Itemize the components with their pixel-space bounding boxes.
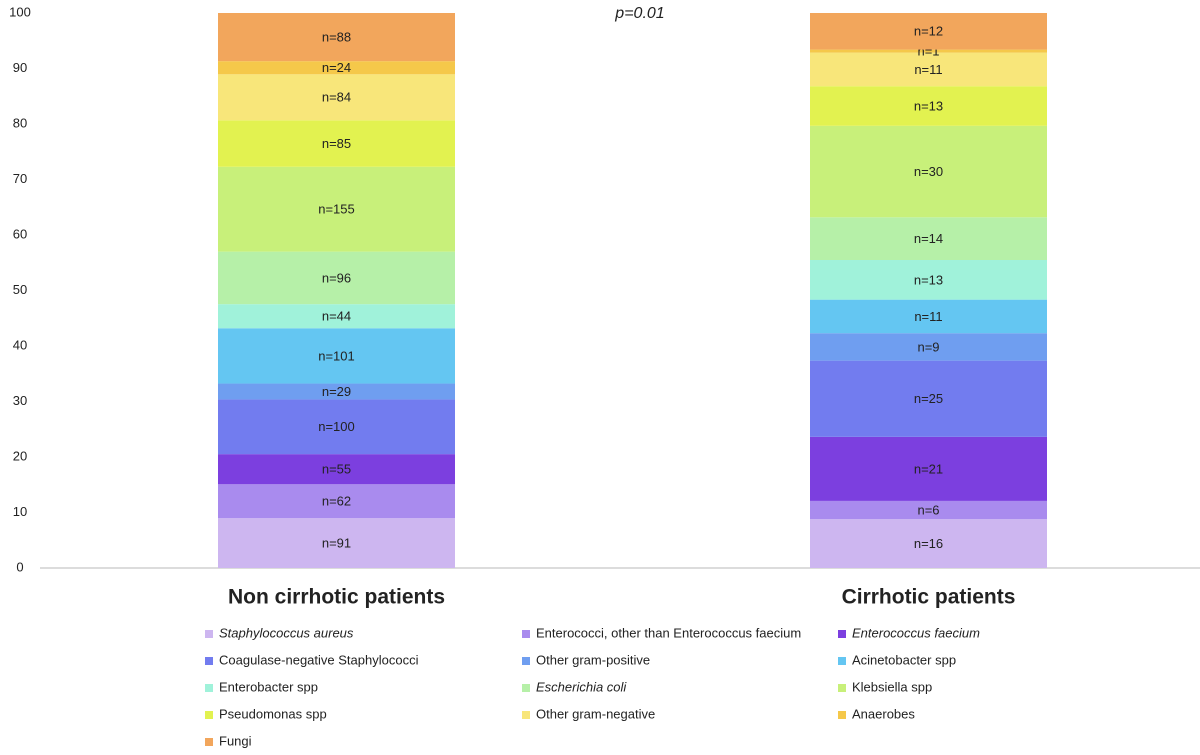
data-label: n=14 — [914, 231, 943, 246]
legend-label: Fungi — [219, 733, 252, 748]
legend-swatch — [838, 657, 846, 665]
legend-label: Escherichia coli — [536, 679, 627, 694]
legend-swatch — [522, 684, 530, 692]
bar-segment — [218, 518, 455, 568]
bar-segment — [810, 299, 1047, 334]
bar-segment — [810, 436, 1047, 501]
y-tick-label: 90 — [13, 60, 27, 75]
bar-segment — [218, 304, 455, 329]
bar-segment — [218, 120, 455, 167]
data-label: n=25 — [914, 391, 943, 406]
bar-segment — [810, 86, 1047, 126]
bar-segment — [810, 519, 1047, 568]
data-label: n=13 — [914, 272, 943, 287]
data-label: n=155 — [318, 202, 355, 217]
legend-swatch — [838, 684, 846, 692]
x-tick-label: Non cirrhotic patients — [228, 586, 445, 609]
legend-label: Other gram-positive — [536, 652, 650, 667]
bar-segment — [218, 61, 455, 75]
legend-swatch — [522, 630, 530, 638]
y-tick-label: 70 — [13, 171, 27, 186]
bar-segment — [218, 399, 455, 455]
bar-segment — [810, 217, 1047, 261]
data-label: n=12 — [914, 24, 943, 39]
bar-segment — [810, 260, 1047, 300]
data-label: n=44 — [322, 309, 351, 324]
y-tick-label: 60 — [13, 226, 27, 241]
legend-swatch — [838, 711, 846, 719]
data-label: n=11 — [914, 62, 942, 77]
data-label: n=55 — [322, 462, 351, 477]
y-tick-label: 30 — [13, 393, 27, 408]
legend-label: Enterobacter spp — [219, 679, 318, 694]
legend-label: Acinetobacter spp — [852, 652, 956, 667]
bar-segment — [810, 500, 1047, 520]
data-label: n=85 — [322, 136, 351, 151]
y-tick-label: 10 — [13, 504, 27, 519]
legend-swatch — [205, 738, 213, 746]
bar-segment — [218, 166, 455, 252]
y-tick-label: 80 — [13, 115, 27, 130]
data-label: n=24 — [322, 60, 351, 75]
data-label: n=101 — [318, 348, 355, 363]
bar-segment — [810, 333, 1047, 361]
y-tick-label: 100 — [9, 4, 31, 19]
y-tick-label: 50 — [13, 282, 27, 297]
data-label: n=96 — [322, 270, 351, 285]
data-label: n=16 — [914, 536, 943, 551]
x-tick-label: Cirrhotic patients — [842, 586, 1016, 609]
legend-label: Staphylococcus aureus — [219, 625, 354, 640]
data-label: n=91 — [322, 536, 351, 551]
data-label: n=29 — [322, 384, 351, 399]
legend-label: Klebsiella spp — [852, 679, 932, 694]
bar-segment — [810, 49, 1047, 53]
bar-segment — [218, 74, 455, 121]
bar-segment — [218, 484, 455, 519]
y-tick-label: 20 — [13, 448, 27, 463]
legend-label: Anaerobes — [852, 706, 915, 721]
bar-segment — [218, 328, 455, 384]
data-label: n=6 — [917, 502, 939, 517]
legend-label: Other gram-negative — [536, 706, 655, 721]
data-label: n=100 — [318, 419, 355, 434]
legend-label: Pseudomonas spp — [219, 706, 327, 721]
annotation: p=0.01 — [614, 5, 664, 22]
y-tick-label: 40 — [13, 337, 27, 352]
data-label: n=30 — [914, 164, 943, 179]
data-label: n=9 — [917, 339, 939, 354]
data-label: n=88 — [322, 30, 351, 45]
y-tick-label: 0 — [16, 559, 23, 574]
data-label: n=11 — [914, 309, 942, 324]
legend-label: Coagulase-negative Staphylococci — [219, 652, 419, 667]
legend-swatch — [205, 684, 213, 692]
legend-swatch — [522, 657, 530, 665]
legend-swatch — [522, 711, 530, 719]
data-label: n=21 — [914, 461, 943, 476]
data-label: n=84 — [322, 90, 351, 105]
bar-segment — [810, 52, 1047, 87]
bar-segment — [218, 454, 455, 485]
legend-label: Enterococcus faecium — [852, 625, 980, 640]
data-label: n=62 — [322, 494, 351, 509]
bar-segment — [810, 125, 1047, 218]
data-label: n=13 — [914, 98, 943, 113]
legend-swatch — [205, 657, 213, 665]
legend-swatch — [205, 711, 213, 719]
bar-segment — [810, 360, 1047, 437]
bar-segment — [810, 13, 1047, 50]
legend-swatch — [205, 630, 213, 638]
legend-swatch — [838, 630, 846, 638]
bar-segment — [218, 251, 455, 305]
bar-segment — [218, 383, 455, 400]
legend-label: Enterococci, other than Enterococcus fae… — [536, 625, 801, 640]
bar-segment — [218, 13, 455, 62]
